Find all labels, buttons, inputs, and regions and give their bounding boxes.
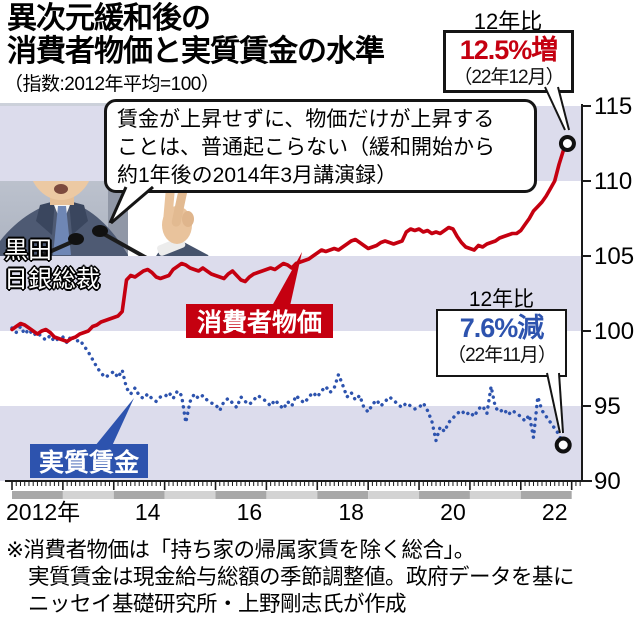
y-axis-label: 110 <box>594 168 632 195</box>
year-bar-segment <box>520 491 572 499</box>
photo-caption-line-2: 日銀総裁 <box>4 266 100 293</box>
hand-folded-fingers <box>182 211 194 227</box>
wage-callout-box: 7.6%減 （22年11月） <box>436 309 567 377</box>
index-note: （指数:2012年平均=100） <box>4 74 220 95</box>
year-bar-segment <box>164 491 216 499</box>
cpi-change-value: 12.5%増 <box>459 35 559 65</box>
cpi-series-label: 消費者物価 <box>186 304 333 338</box>
cpi-change-date: （22年12月） <box>453 67 564 88</box>
year-bar-segment <box>215 491 267 499</box>
year-bar-segment <box>62 491 114 499</box>
title-line-2: 消費者物価と実質賃金の水準 <box>7 35 385 68</box>
title-line-1: 異次元緩和後の <box>7 2 211 35</box>
footnote-line-2: 実質賃金は現金給与総額の季節調整値。政府データを基に <box>28 565 575 589</box>
suit-lapel-right <box>69 201 88 235</box>
year-bar-segment <box>113 491 165 499</box>
year-bar-segment <box>419 491 470 499</box>
wage-series-label: 実質賃金 <box>30 444 148 478</box>
mouth <box>54 184 68 194</box>
wage-callout-heading: 12年比 <box>468 288 535 311</box>
year-bar-segment <box>12 491 63 499</box>
microphone-right-capsule <box>92 225 108 237</box>
year-bar-segment <box>469 491 521 499</box>
wage-change-value: 7.6%減 <box>459 313 545 343</box>
footnote-line-1: ※消費者物価は「持ち家の帰属家賃を除く総合」。 <box>6 538 475 562</box>
source-footnote: ※消費者物価は「持ち家の帰属家賃を除く総合」。 実質賃金は現金給与総額の季節調整… <box>6 537 575 617</box>
microphone-left-capsule <box>68 233 84 245</box>
page-title: 異次元緩和後の 消費者物価と実質賃金の水準 <box>7 2 385 68</box>
x-axis-label: 20 <box>440 499 466 525</box>
quote-line-2: ことは、普通起こらない（緩和開始から <box>117 136 495 159</box>
y-axis-label: 95 <box>594 393 621 420</box>
suit-lapel-left <box>36 201 55 235</box>
quote-line-3: 約1年後の2014年3月講演録） <box>117 164 398 187</box>
y-axis-label: 100 <box>594 318 634 345</box>
footnote-line-3: ニッセイ基礎研究所・上野剛志氏が作成 <box>28 592 407 616</box>
x-axis-label: 18 <box>338 499 364 525</box>
x-axis-label: 2012年 <box>6 499 80 525</box>
wage-change-date: （22年11月） <box>447 345 557 366</box>
quote-bubble: 賃金が上昇せずに、物価だけが上昇する ことは、普通起こらない（緩和開始から 約1… <box>104 99 537 193</box>
y-axis-label: 115 <box>594 93 632 120</box>
y-axis-label: 90 <box>594 468 621 495</box>
year-bar-segment <box>368 491 420 499</box>
y-axis-label: 105 <box>594 243 634 270</box>
x-axis-label: 14 <box>135 499 161 525</box>
wage-line <box>10 324 565 447</box>
cpi-callout-heading: 12年比 <box>473 9 543 34</box>
photo-caption-line-1: 黒田 <box>4 237 52 264</box>
photo-caption: 黒田 日銀総裁 <box>4 236 100 294</box>
x-axis-label: 22 <box>542 499 568 525</box>
year-bar-segment <box>317 491 369 499</box>
cpi-callout-box: 12.5%増 （22年12月） <box>443 30 574 93</box>
year-bar-segment <box>266 491 318 499</box>
quote-line-1: 賃金が上昇せずに、物価だけが上昇する <box>117 108 495 131</box>
x-axis-label: 16 <box>237 499 263 525</box>
